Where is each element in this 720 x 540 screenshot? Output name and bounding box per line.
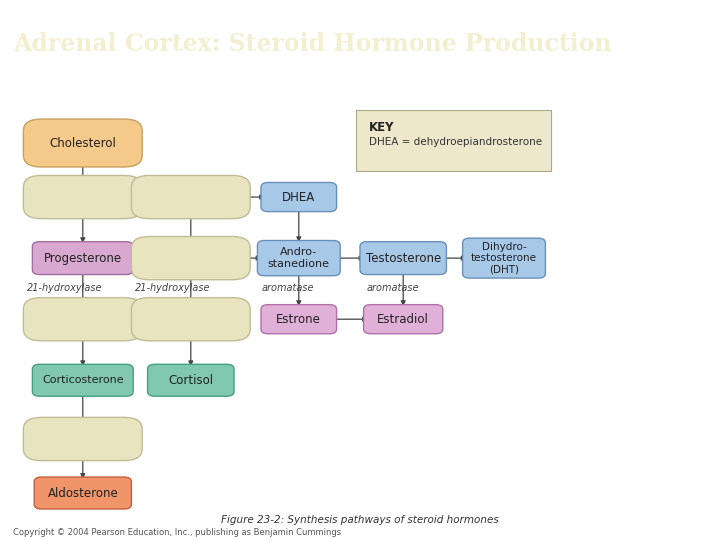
Text: Cortisol: Cortisol	[168, 374, 213, 387]
FancyBboxPatch shape	[132, 298, 251, 341]
Text: aromatase: aromatase	[262, 283, 314, 293]
Text: Corticosterone: Corticosterone	[42, 375, 124, 385]
FancyBboxPatch shape	[23, 298, 143, 341]
Text: Cholesterol: Cholesterol	[50, 137, 116, 150]
Text: DHEA: DHEA	[282, 191, 315, 204]
Text: Adrenal Cortex: Steroid Hormone Production: Adrenal Cortex: Steroid Hormone Producti…	[13, 31, 611, 56]
Text: Testosterone: Testosterone	[366, 252, 441, 265]
FancyBboxPatch shape	[364, 305, 443, 334]
FancyBboxPatch shape	[148, 364, 234, 396]
FancyBboxPatch shape	[23, 119, 143, 167]
FancyBboxPatch shape	[132, 176, 251, 219]
FancyBboxPatch shape	[261, 183, 337, 212]
FancyBboxPatch shape	[23, 176, 143, 219]
Text: Progesterone: Progesterone	[44, 252, 122, 265]
Text: Estrone: Estrone	[276, 313, 321, 326]
FancyBboxPatch shape	[258, 240, 340, 276]
FancyBboxPatch shape	[132, 237, 251, 280]
Text: Aldosterone: Aldosterone	[48, 487, 118, 500]
Text: 21-hydroxylase: 21-hydroxylase	[27, 283, 102, 293]
FancyBboxPatch shape	[23, 417, 143, 461]
Text: Copyright © 2004 Pearson Education, Inc., publishing as Benjamin Cummings: Copyright © 2004 Pearson Education, Inc.…	[13, 528, 341, 537]
FancyBboxPatch shape	[356, 110, 551, 171]
Text: DHEA = dehydroepiandrosterone: DHEA = dehydroepiandrosterone	[369, 137, 541, 147]
Text: Figure 23-2: Synthesis pathways of steroid hormones: Figure 23-2: Synthesis pathways of stero…	[221, 515, 499, 525]
Text: aromatase: aromatase	[366, 283, 418, 293]
Text: 21-hydroxylase: 21-hydroxylase	[135, 283, 210, 293]
Text: Dihydro-
testosterone
(DHT): Dihydro- testosterone (DHT)	[471, 241, 537, 275]
FancyBboxPatch shape	[360, 242, 446, 274]
FancyBboxPatch shape	[32, 242, 133, 274]
FancyBboxPatch shape	[261, 305, 337, 334]
Text: Andro-
stanedione: Andro- stanedione	[268, 247, 330, 269]
Text: KEY: KEY	[369, 121, 394, 134]
FancyBboxPatch shape	[35, 477, 132, 509]
Text: Estradiol: Estradiol	[377, 313, 429, 326]
FancyBboxPatch shape	[462, 238, 546, 278]
FancyBboxPatch shape	[32, 364, 133, 396]
